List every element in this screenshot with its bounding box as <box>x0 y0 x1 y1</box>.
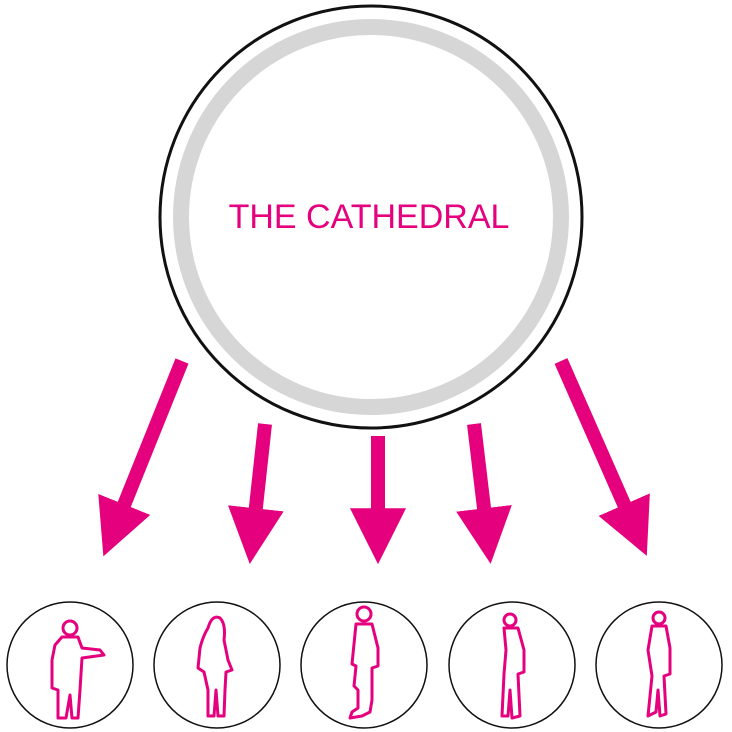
person-circle <box>6 601 134 729</box>
person-circle <box>595 601 723 729</box>
person-node-1 <box>6 601 134 729</box>
arrow-5 <box>554 358 650 556</box>
cathedral-outer-circle <box>158 4 584 430</box>
people-row <box>6 601 723 729</box>
person-circle <box>448 601 576 729</box>
arrow-1 <box>98 358 189 557</box>
person-standing-profile-icon <box>500 612 526 720</box>
person-long-hair-icon <box>196 615 234 718</box>
arrow-2 <box>227 423 284 564</box>
arrow-4 <box>456 423 512 564</box>
person-circle <box>153 601 281 729</box>
person-node-3 <box>300 601 428 729</box>
person-node-5 <box>595 601 723 729</box>
person-pointing-icon <box>50 619 106 720</box>
person-standing-side-icon <box>348 605 380 720</box>
arrows <box>98 358 650 565</box>
cathedral-node: THE CATHEDRAL <box>158 4 584 430</box>
person-node-4 <box>448 601 576 729</box>
person-hands-in-pockets-icon <box>646 610 672 718</box>
person-node-2 <box>153 601 281 729</box>
person-circle <box>300 601 428 729</box>
cathedral-inner-ring <box>173 19 569 415</box>
cathedral-label: THE CATHEDRAL <box>229 198 510 236</box>
